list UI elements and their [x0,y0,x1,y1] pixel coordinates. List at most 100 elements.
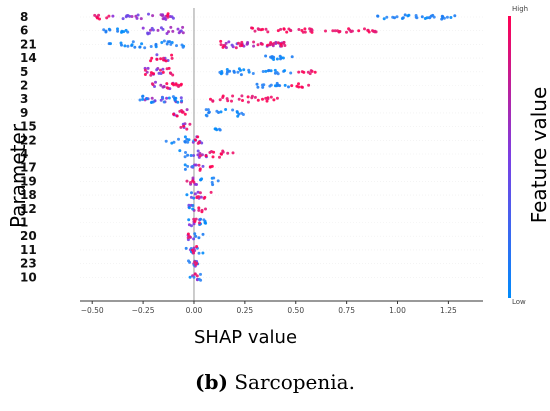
shap-point [165,32,169,35]
shap-point [240,44,244,47]
shap-point [265,99,269,103]
shap-point [139,17,143,21]
shap-point [187,206,191,210]
shap-point [266,30,270,34]
shap-point [150,96,154,100]
shap-point [237,41,240,45]
shap-point [207,111,211,115]
shap-point [174,82,178,86]
shap-point [192,222,196,226]
shap-point [219,110,223,114]
shap-point [371,29,374,33]
shap-point [272,98,276,102]
shap-point [324,29,327,33]
shap-point [272,42,276,45]
y-axis-title-box: Parameter [4,76,32,276]
shap-point [224,46,228,50]
shap-point [221,150,225,154]
shap-point [179,125,183,129]
shap-point [172,112,176,116]
shap-point [201,232,205,236]
shap-point [196,153,200,157]
shap-point [264,54,268,58]
shap-point [289,29,293,33]
shap-point [170,82,174,86]
shap-point [197,251,201,255]
shap-point [231,94,235,98]
shap-point [219,72,223,76]
feature-label: 12 [20,202,37,216]
shap-point [256,43,260,47]
shap-point [226,99,230,103]
shap-point [212,176,216,180]
shap-point [191,204,195,207]
shap-point [166,40,170,44]
shap-point [310,28,314,32]
shap-point [385,15,389,19]
shap-point [105,16,109,20]
shap-point [154,43,158,47]
shap-point [116,29,120,33]
shap-point [302,70,306,74]
shap-point [250,94,254,98]
shap-point [136,13,140,17]
shap-point [202,218,206,222]
shap-point [227,40,231,44]
shap-point [187,223,191,227]
shap-point [226,151,230,155]
shap-point [237,97,241,101]
shap-point [155,53,159,57]
shap-point [185,127,189,131]
shap-point [188,122,192,126]
shap-point [196,190,200,194]
colorbar-gradient [508,16,511,298]
shap-point [236,114,240,118]
shap-point [287,85,290,89]
shap-point [420,15,424,19]
shap-point [246,95,250,99]
shap-point [251,72,255,75]
shap-point [166,12,170,16]
shap-point [197,236,201,240]
figure-caption: (b) Sarcopenia. [0,370,550,394]
shap-point [239,68,242,72]
feature-label: 15 [20,120,37,134]
shap-point [373,30,377,34]
shap-point [149,73,153,77]
shap-point [257,28,261,31]
shap-point [188,235,192,239]
shap-point [141,95,145,98]
shap-point [165,96,169,100]
shap-point [407,13,411,17]
shap-point [183,167,187,171]
shap-point [275,71,279,74]
shap-point [120,29,124,33]
shap-point [200,141,204,145]
shap-point [108,28,112,32]
shap-point [264,69,268,73]
shap-point [261,97,264,101]
colorbar-title: Feature value [527,86,550,224]
shap-point [188,275,192,279]
shap-point [156,28,160,32]
shap-point [219,43,223,47]
shap-point [313,70,317,74]
shap-point [193,232,197,236]
shap-point [276,41,280,45]
shap-point [199,195,203,199]
shap-point [177,137,180,141]
shap-point [183,155,187,159]
shap-point [269,95,273,99]
shap-point [231,151,235,155]
shap-point [283,44,287,47]
shap-point [231,108,235,112]
shap-point [140,42,144,46]
shap-point [256,85,260,89]
shap-point [166,86,170,90]
shap-point [278,84,282,88]
shap-point [297,28,301,31]
shap-point [178,149,182,153]
shap-point [279,27,283,31]
